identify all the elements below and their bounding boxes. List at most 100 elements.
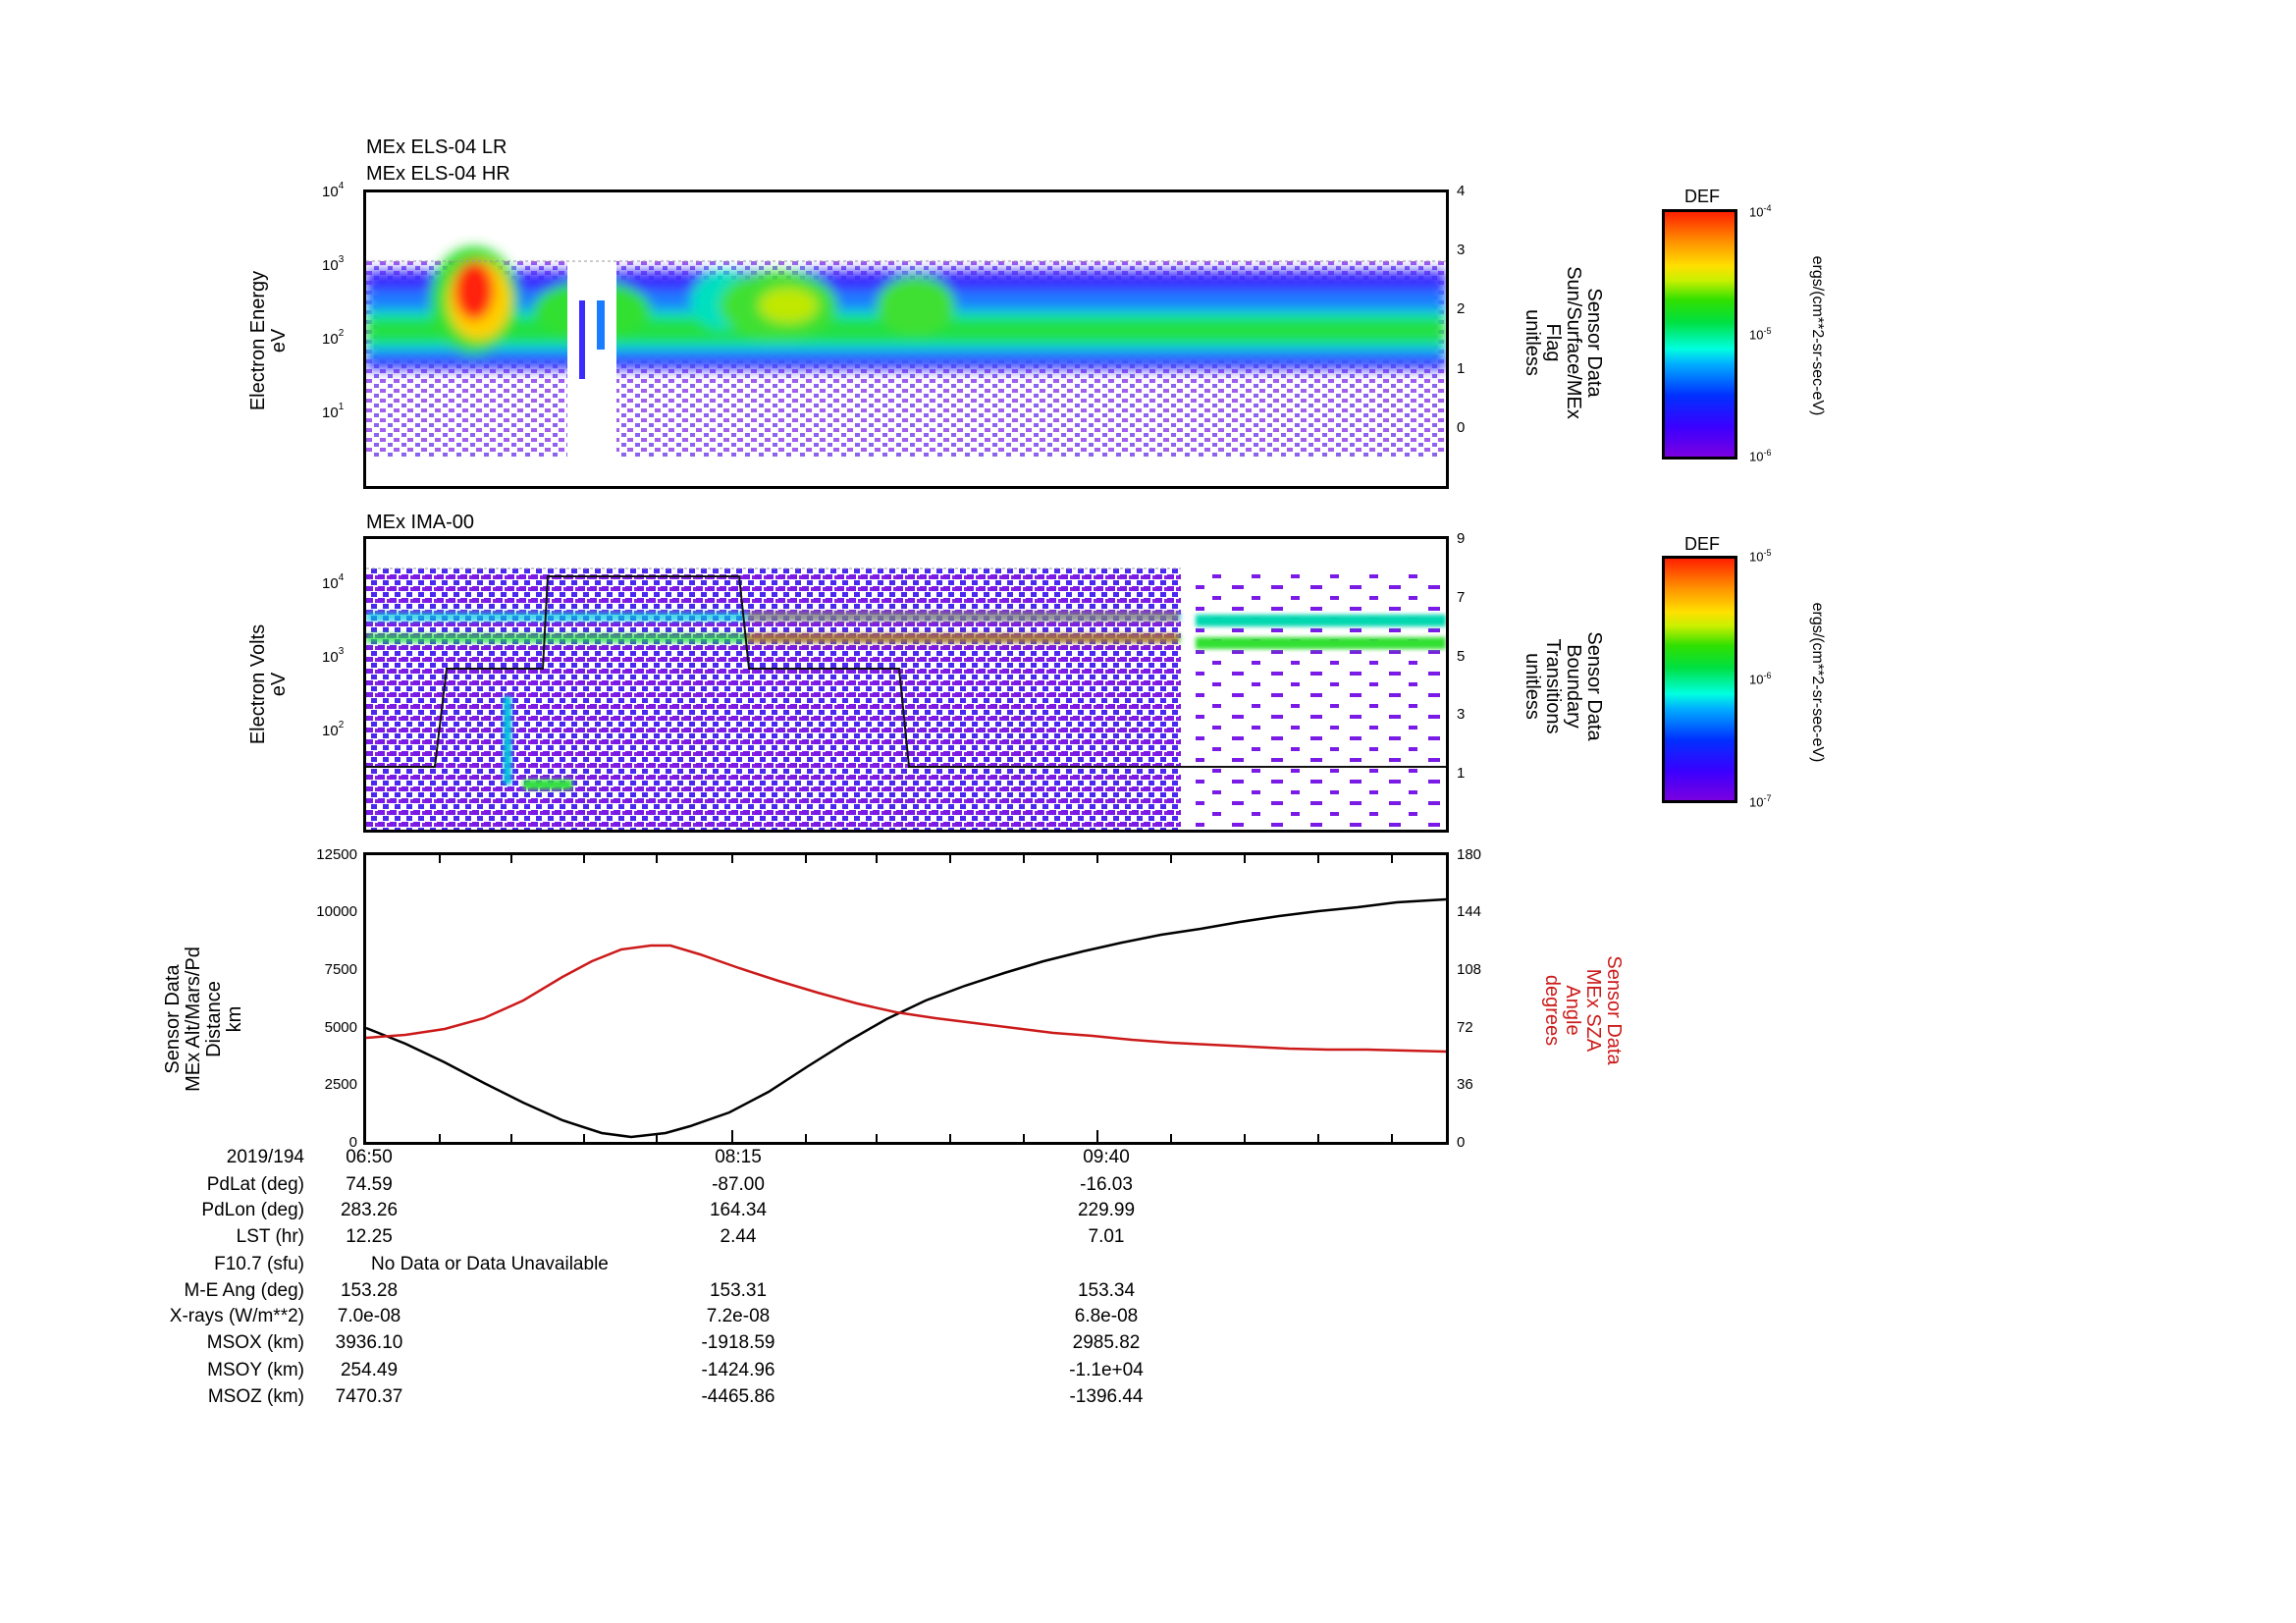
els-colorbar <box>1662 209 1737 460</box>
info-key: MSOZ (km) <box>207 1386 304 1407</box>
info-value: 2.44 <box>720 1226 757 1247</box>
ima-y2label-line4: unitless <box>1522 653 1543 720</box>
info-value: 12.25 <box>346 1226 393 1247</box>
ima-ytick-1e3: 103 <box>322 646 345 666</box>
orbit-ytick-10000: 10000 <box>316 903 357 920</box>
info-value: -87.00 <box>712 1174 765 1195</box>
els-y2-axis-label: Sensor Data Sun/Surface/MEx Flag unitles… <box>1518 235 1605 451</box>
altitude-line <box>366 897 1446 1139</box>
els-y2label-line3: Flag <box>1542 323 1564 362</box>
els-ylabel-line2: eV <box>268 328 290 353</box>
ima-colorbar-unit: ergs/(cm**2-sr-sec-eV) <box>1809 602 1826 763</box>
els-y2tick-0: 0 <box>1457 419 1466 436</box>
info-key: MSOY (km) <box>207 1360 304 1380</box>
orbit-ylabel-line1: Sensor Data <box>162 964 184 1074</box>
ima-y2tick-1: 1 <box>1457 765 1466 782</box>
info-value: 3936.10 <box>335 1332 403 1353</box>
els-y2tick-3: 3 <box>1457 242 1466 258</box>
info-key: LST (hr) <box>236 1226 304 1247</box>
info-value: 153.28 <box>340 1280 399 1301</box>
ima-colorbar-title: DEF <box>1684 534 1720 554</box>
orbit-y-axis-label: Sensor Data MEx Alt/Mars/Pd Distance km <box>162 921 249 1117</box>
els-y2tick-2: 2 <box>1457 300 1466 317</box>
orbit-y2label-line2: MEx SZA <box>1582 968 1604 1053</box>
orbit-ytick-5000: 5000 <box>324 1019 357 1036</box>
info-value: -16.03 <box>1080 1174 1133 1195</box>
orbit-ylabel-line4: km <box>224 1005 245 1033</box>
info-value: 7.01 <box>1088 1226 1125 1247</box>
orbit-y2tick-144: 144 <box>1457 903 1482 920</box>
ima-colorbar-max: 10-5 <box>1749 548 1772 565</box>
els-y2label-line2: Sun/Surface/MEx <box>1563 266 1584 419</box>
els-y2tick-1: 1 <box>1457 360 1466 377</box>
ima-y-axis-label: Electron Volts eV <box>247 596 292 773</box>
ima-y2-axis-label: Sensor Data Boundary Transitions unitles… <box>1518 578 1605 794</box>
info-value: 164.34 <box>709 1200 768 1220</box>
orbit-line-image <box>366 855 1446 1142</box>
orbit-y2label-line1: Sensor Data <box>1603 955 1625 1065</box>
ima-spectrogram[interactable] <box>363 536 1449 833</box>
info-key: PdLat (deg) <box>206 1174 304 1195</box>
els-y2label-line1: Sensor Data <box>1583 288 1605 398</box>
els-ytick-1e3: 103 <box>322 254 345 274</box>
els-y2label-line4: unitless <box>1522 309 1543 376</box>
ima-y2tick-5: 5 <box>1457 648 1466 665</box>
els-ytick-1e2: 102 <box>322 328 345 348</box>
ima-title: MEx IMA-00 <box>366 512 475 533</box>
orbit-ylabel-line3: Distance <box>203 981 225 1057</box>
info-value: 153.31 <box>709 1280 768 1301</box>
info-value: 74.59 <box>346 1174 393 1195</box>
els-y-axis-label: Electron Energy eV <box>247 252 292 429</box>
orbit-line-plot[interactable] <box>363 852 1449 1145</box>
info-value: 7470.37 <box>335 1386 403 1407</box>
info-value: -1396.44 <box>1069 1386 1144 1407</box>
info-value: -1.1e+04 <box>1069 1360 1144 1380</box>
orbit-y2-axis-label: Sensor Data MEx SZA Angle degrees <box>1537 912 1625 1109</box>
info-key: MSOX (km) <box>206 1332 304 1353</box>
boundary-transitions-line <box>366 575 1446 768</box>
info-no-data-note: No Data or Data Unavailable <box>371 1254 609 1274</box>
info-value: 229.99 <box>1077 1200 1136 1220</box>
ima-colorbar-min: 10-7 <box>1749 793 1772 810</box>
sza-line <box>366 944 1446 1054</box>
info-time-1: 08:15 <box>715 1147 762 1167</box>
ima-y2tick-7: 7 <box>1457 589 1466 606</box>
els-spectrogram[interactable] <box>363 189 1449 489</box>
ima-y2label-line2: Boundary <box>1563 644 1584 729</box>
info-key: M-E Ang (deg) <box>184 1280 305 1301</box>
orbit-ytick-7500: 7500 <box>324 961 357 978</box>
ima-y2label-line3: Transitions <box>1542 638 1564 734</box>
els-colorbar-mid: 10-5 <box>1749 326 1772 343</box>
info-key: PdLon (deg) <box>201 1200 304 1220</box>
info-value: 283.26 <box>340 1200 399 1220</box>
ima-y2label-line1: Sensor Data <box>1583 631 1605 741</box>
orbit-ylabel-line2: MEx Alt/Mars/Pd <box>183 947 204 1092</box>
els-title-hr: MEx ELS-04 HR <box>366 163 510 185</box>
ima-ylabel-line1: Electron Volts <box>247 623 269 745</box>
ima-colorbar <box>1662 556 1737 803</box>
orbit-y2tick-36: 36 <box>1457 1076 1473 1093</box>
els-colorbar-min: 10-6 <box>1749 448 1772 464</box>
info-time-2: 09:40 <box>1083 1147 1130 1167</box>
els-ytick-1e1: 101 <box>322 402 345 421</box>
ima-ytick-1e2: 102 <box>322 720 345 739</box>
orbit-y2label-line3: Angle <box>1562 985 1583 1036</box>
els-colorbar-unit: ergs/(cm**2-sr-sec-eV) <box>1809 255 1826 416</box>
info-value: -4465.86 <box>701 1386 775 1407</box>
info-time-0: 06:50 <box>346 1147 393 1167</box>
info-value: 6.8e-08 <box>1074 1306 1139 1326</box>
els-ylabel-line1: Electron Energy <box>247 270 269 411</box>
info-date: 2019/194 <box>226 1147 304 1167</box>
info-value: 7.2e-08 <box>706 1306 771 1326</box>
ima-spectrogram-image <box>366 568 1446 830</box>
info-value: 153.34 <box>1077 1280 1136 1301</box>
ima-y2tick-9: 9 <box>1457 530 1466 547</box>
info-value: -1424.96 <box>701 1360 775 1380</box>
els-y2tick-4: 4 <box>1457 183 1466 199</box>
ima-ytick-1e4: 104 <box>322 572 345 592</box>
els-spectrogram-image <box>366 192 1446 486</box>
orbit-y2tick-72: 72 <box>1457 1019 1473 1036</box>
ima-ylabel-line2: eV <box>268 672 290 697</box>
els-colorbar-max: 10-4 <box>1749 203 1772 220</box>
orbit-ytick-2500: 2500 <box>324 1076 357 1093</box>
